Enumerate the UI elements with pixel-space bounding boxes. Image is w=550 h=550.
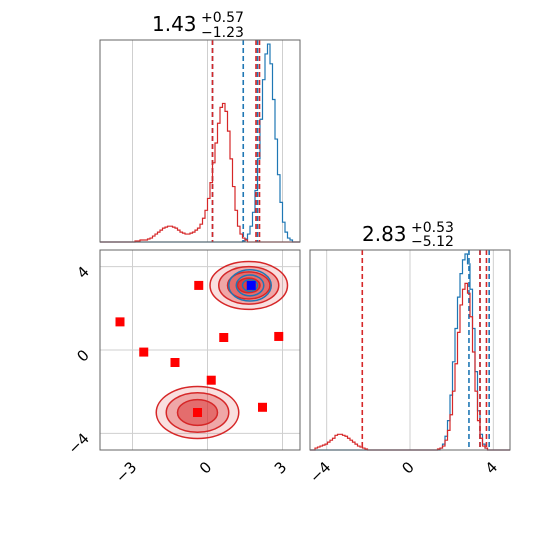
top-title-minus: −1.23	[201, 25, 244, 41]
scatter-x-ticks: −3 0 3	[112, 458, 290, 486]
right-x-tick-label: −4	[306, 458, 334, 486]
scatter-point	[193, 408, 202, 417]
right-histogram-grid	[326, 250, 494, 450]
scatter-x-tick-label: −3	[112, 458, 140, 486]
scatter-y-tick-label: 0	[73, 346, 92, 365]
scatter-x-tick-label: 0	[196, 458, 215, 477]
scatter-x-tick-label: 3	[271, 458, 290, 477]
top-hist-series-1-step	[100, 102, 300, 243]
scatter-y-tick-label: −4	[64, 429, 92, 457]
scatter-contour-1-level	[235, 274, 265, 297]
scatter-point	[219, 333, 229, 342]
scatter-point	[194, 280, 204, 290]
scatter-contour-1-level	[228, 269, 272, 302]
scatter-point	[139, 347, 149, 357]
right-x-tick-label: 0	[398, 458, 417, 477]
top-histogram-frame	[99, 39, 301, 243]
right-histogram-title: 2.83 +0.53 −5.12	[362, 220, 454, 250]
right-title-value: 2.83	[362, 222, 407, 246]
right-histogram-frame	[309, 249, 511, 451]
top-hist-series-0-step	[100, 43, 300, 243]
top-title-value: 1.43	[152, 12, 197, 36]
scatter-point	[258, 402, 267, 412]
right-histogram-x-ticks: −4 0 4	[306, 458, 501, 486]
scatter-y-tick-label: 4	[73, 263, 92, 282]
right-x-tick-label: 4	[482, 458, 501, 477]
scatter-panel: −3 0 3 −4 0 4	[64, 249, 301, 486]
scatter-series	[115, 260, 289, 440]
right-title-minus: −5.12	[411, 234, 454, 250]
scatter-point	[246, 280, 256, 290]
top-histogram-series	[100, 40, 300, 243]
scatter-contour-1-level	[241, 278, 259, 292]
top-title-plus: +0.57	[201, 10, 244, 26]
scatter-y-ticks: −4 0 4	[64, 263, 92, 458]
right-title-plus: +0.53	[411, 220, 454, 236]
scatter-frame	[99, 249, 301, 451]
scatter-point	[274, 331, 284, 341]
scatter-grid	[100, 250, 300, 450]
top-histogram-title: 1.43 +0.57 −1.23	[152, 10, 244, 41]
scatter-point	[170, 358, 180, 367]
scatter-point	[206, 375, 216, 385]
scatter-point	[115, 317, 125, 327]
right-histogram-panel: 2.83 +0.53 −5.12 −4 0 4	[306, 220, 511, 486]
top-histogram-panel: 1.43 +0.57 −1.23	[99, 10, 301, 243]
